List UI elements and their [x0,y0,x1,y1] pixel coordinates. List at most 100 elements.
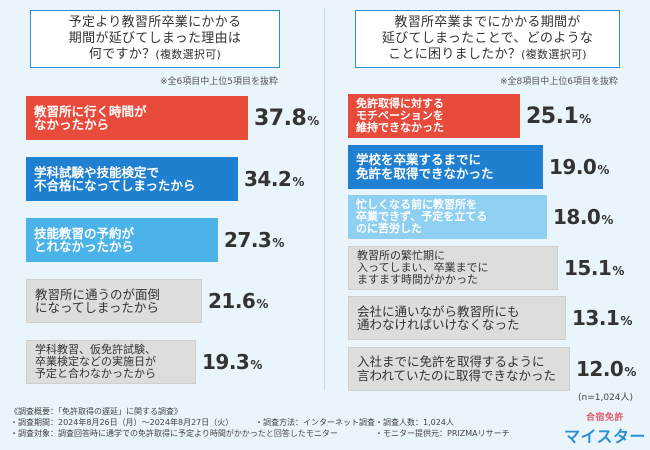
bar-label: 学科教習、仮免許試験、 卒業検定などの実施日が 予定と合わなかったから [35,344,156,380]
right-question-line-3: ことに困りましたか？(複数選択可) [356,47,619,63]
bar-value-unit: % [620,314,633,328]
bar-value-unit: % [579,112,592,126]
bar-value-unit: % [250,358,263,372]
bar-label-line: 予定と合わなかったから [35,367,156,380]
bar-label: 教習所の繁忙期に 入ってしまい、卒業までに ますます時間がかかった [357,248,489,286]
right-question-line-2: 延びてしまったことで、どのような [381,31,594,46]
bar-label: 教習所に行く時間が なかったから [34,103,147,132]
footer-count: ・調査人数：1,024人 [375,418,454,427]
survey-footer: 《調査概要：「免許取得の遅延」に関する調査》 ・調査期間：2024年8月26日（… [10,406,510,439]
bar-label-line: 維持できなかった [356,121,444,134]
footer-period: ・調査期間：2024年8月26日（月）〜2024年8月27日（火） [10,418,234,427]
bar-value-unit: % [612,263,625,278]
bar-value-1: 25.1% [526,94,591,138]
sample-size: (n=1,024人) [578,393,634,403]
left-question-line-1: 予定より教習所卒業にかかる [68,15,242,30]
bar-6: 入社までに免許を取得するように 言われていたのに取得できなかった [348,346,570,391]
logo-top-text: 合宿免許 [585,413,624,423]
bar-label: 技能教習の予約が とれなかったから [34,225,135,254]
left-question-main: 何ですか？ [88,47,156,62]
bar-1: 教習所に行く時間が なかったから [26,96,248,140]
bar-label-line: とれなかったから [34,239,135,254]
bar-label-line: 入社までに免許を取得するように [357,354,545,369]
bar-3: 忙しくなる前に教習所を 卒業できず、予定を立てる のに苦労した [348,195,547,239]
footer-target: ・調査対象：調査回答時に通学での免許取得に予定より時間がかかったと回答したモニタ… [10,429,338,438]
bar-label-line: 免許取得に対する [356,97,444,110]
bar-2: 学科試験や技能検定で 不合格になってしまったから [26,157,238,201]
left-question-box: 予定より教習所卒業にかかる 期間が延びてしまった理由は 何ですか？(複数選択可) [30,10,280,68]
bar-value-number: 19.3 [202,350,250,374]
bar-value-number: 12.0 [576,356,624,381]
bar-label-line: 免許を取得できなかった [356,165,494,181]
bar-value-unit: % [272,236,285,250]
bar-value-1: 37.8% [254,96,319,140]
footer-provider: ・モニター提供元：PRIZMAリサーチ [375,429,510,438]
bar-value-3: 18.0% [553,195,613,239]
bar-label: 入社までに免許を取得するように 言われていたのに取得できなかった [357,355,556,382]
bar-label-line: 技能教習の予約が [34,225,135,241]
bar-label-line: 学校を卒業するまでに [356,152,482,167]
bar-label-line: 学科試験や技能検定で [34,164,160,180]
bar-1: 免許取得に対する モチベーションを 維持できなかった [348,94,520,138]
bar-label: 学校を卒業するまでに 免許を取得できなかった [356,153,494,180]
footer-method: ・調査方法：インターネット調査 [255,418,375,427]
bar-label-line: 入ってしまい、卒業までに [357,260,489,274]
panel-divider [324,8,325,390]
right-panel: 教習所卒業までにかかる期間が 延びてしまったことで、どのような ことに困りました… [330,0,650,400]
bar-value-unit: % [256,297,269,311]
bar-value-number: 21.6 [208,289,256,313]
bar-label: 学科試験や技能検定で 不合格になってしまったから [34,164,196,193]
right-question-box: 教習所卒業までにかかる期間が 延びてしまったことで、どのような ことに困りました… [355,10,620,68]
bar-label-line: 言われていたのに取得できなかった [357,367,557,383]
right-question-suffix: (複数選択可) [521,48,587,61]
bar-label-line: 不合格になってしまったから [34,178,196,193]
bar-label-line: ますます時間がかかった [357,272,478,286]
bar-value-2: 34.2% [244,157,304,201]
footer-row-3: ・調査対象：調査回答時に通学での免許取得に予定より時間がかかったと回答したモニタ… [10,428,510,439]
bar-label-line: のに苦労した [356,222,422,235]
bar-value-3: 27.3% [224,218,284,262]
left-panel: 予定より教習所卒業にかかる 期間が延びてしまった理由は 何ですか？(複数選択可)… [0,0,325,400]
bar-label-line: 学科教習、仮免許試験、 [35,343,156,356]
bar-label-line: 卒業検定などの実施日が [35,355,156,368]
bar-value-number: 19.0 [549,154,597,179]
bar-label-line: 教習所に行く時間が [34,103,147,119]
bar-label-line: 教習所に通うのが面倒 [35,286,161,302]
bar-5: 学科教習、仮免許試験、 卒業検定などの実施日が 予定と合わなかったから [26,340,196,384]
bar-value-number: 18.0 [553,205,601,229]
bar-label-line: 忙しくなる前に教習所を [356,198,477,211]
left-question-line-2: 期間が延びてしまった理由は [68,31,242,46]
bar-value-5: 13.1% [572,296,632,340]
right-note: ※全8項目中上位6項目を抜粋 [500,77,618,87]
bar-value-number: 37.8 [254,105,307,131]
right-question-line-1: 教習所卒業までにかかる期間が [394,15,581,30]
bar-value-5: 19.3% [202,340,262,384]
bar-label-line: なかったから [34,117,110,132]
bar-value-unit: % [601,213,614,227]
bar-label: 免許取得に対する モチベーションを 維持できなかった [356,98,444,134]
bar-value-unit: % [624,364,637,379]
bar-label: 会社に通いながら教習所にも 通わなければいけなくなった [357,303,520,332]
bar-2: 学校を卒業するまでに 免許を取得できなかった [348,144,543,189]
bar-value-number: 34.2 [244,167,292,191]
footer-row-2: ・調査期間：2024年8月26日（月）〜2024年8月27日（火） ・調査方法：… [10,417,454,428]
bar-value-4: 15.1% [564,246,624,290]
bar-label-line: になってしまったから [35,300,159,315]
bar-4: 教習所に通うのが面倒 になってしまったから [26,279,202,323]
bar-value-number: 27.3 [224,228,272,252]
bar-value-number: 13.1 [572,306,620,330]
bar-value-unit: % [597,162,610,177]
bar-3: 技能教習の予約が とれなかったから [26,218,218,262]
bar-label-line: 卒業できず、予定を立てる [356,210,488,223]
left-note: ※全6項目中上位5項目を抜粋 [160,77,278,87]
bar-5: 会社に通いながら教習所にも 通わなければいけなくなった [348,296,566,340]
bar-label-line: モチベーションを [356,109,444,122]
bar-value-6: 12.0% [576,347,636,391]
bar-label-line: 教習所の繁忙期に [357,248,445,262]
bar-label: 教習所に通うのが面倒 になってしまったから [35,286,161,315]
bar-label-line: 通わなければいけなくなった [357,317,520,332]
left-question-suffix: (複数選択可) [155,48,222,61]
bar-4: 教習所の繁忙期に 入ってしまい、卒業までに ますます時間がかかった [348,245,558,290]
logo-main-text: マイスター [563,427,647,446]
bar-label-line: 会社に通いながら教習所にも [357,303,520,319]
